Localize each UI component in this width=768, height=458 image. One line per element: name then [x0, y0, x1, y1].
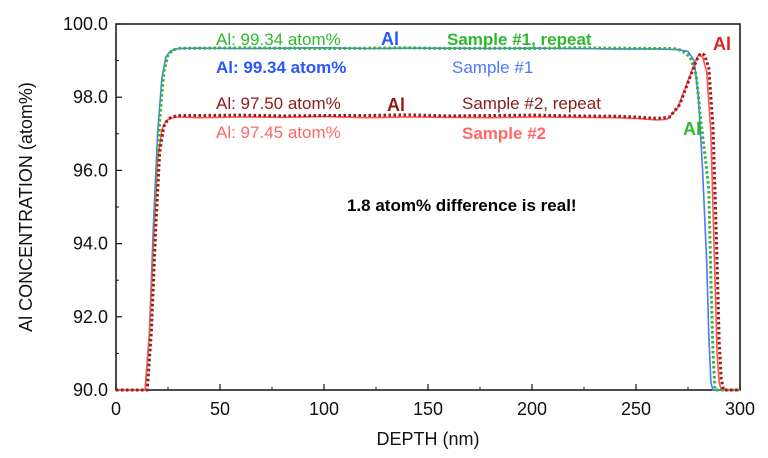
x-tick-label: 0 [111, 399, 121, 419]
x-tick-label: 50 [210, 399, 230, 419]
y-tick-label: 98.0 [73, 87, 108, 107]
annotation-s2-value: Al: 97.45 atom% [216, 123, 341, 142]
annotation-s1-repeat-value: Al: 99.34 atom% [216, 30, 341, 49]
y-tick-label: 100.0 [63, 14, 108, 34]
y-tick-label: 90.0 [73, 380, 108, 400]
annotation-s2-repeat-label: Sample #2, repeat [462, 94, 601, 113]
x-tick-label: 200 [517, 399, 547, 419]
series-line-sample-1 [116, 46, 740, 391]
annotation-s1-label: Sample #1 [452, 58, 533, 77]
axis-ticks: 0 50 100 150 200 250 300 90.0 92.0 94.0 96.0 98.0 10… [63, 14, 755, 419]
annotation-red-al-tag: Al [713, 34, 731, 54]
y-tick-label: 96.0 [73, 160, 108, 180]
x-tick-label: 100 [309, 399, 339, 419]
annotation-difference-note: 1.8 atom% difference is real! [347, 196, 577, 215]
annotation-s1-value: Al: 99.34 atom% [216, 58, 346, 77]
y-tick-label: 92.0 [73, 307, 108, 327]
annotation-s1-repeat-label: Sample #1, repeat [447, 30, 592, 49]
x-tick-label: 250 [621, 399, 651, 419]
annotation-s2-label: Sample #2 [462, 124, 546, 143]
x-tick-label: 300 [725, 399, 755, 419]
annotation-s2-repeat-element: Al [387, 95, 405, 115]
data-series [116, 46, 740, 392]
x-axis-title: DEPTH (nm) [377, 429, 480, 449]
annotation-s1-repeat-element: Al [381, 29, 399, 49]
series-line-sample-2-repeat [116, 51, 740, 392]
series-line-sample-2 [116, 54, 740, 391]
annotation-green-al-tag: Al [683, 119, 701, 139]
y-tick-label: 94.0 [73, 234, 108, 254]
x-tick-label: 150 [413, 399, 443, 419]
y-axis-title: Al CONCENTRATION (atom%) [16, 82, 36, 332]
series-line-sample-1-repeat [116, 46, 740, 392]
annotation-s2-repeat-value: Al: 97.50 atom% [216, 94, 341, 113]
